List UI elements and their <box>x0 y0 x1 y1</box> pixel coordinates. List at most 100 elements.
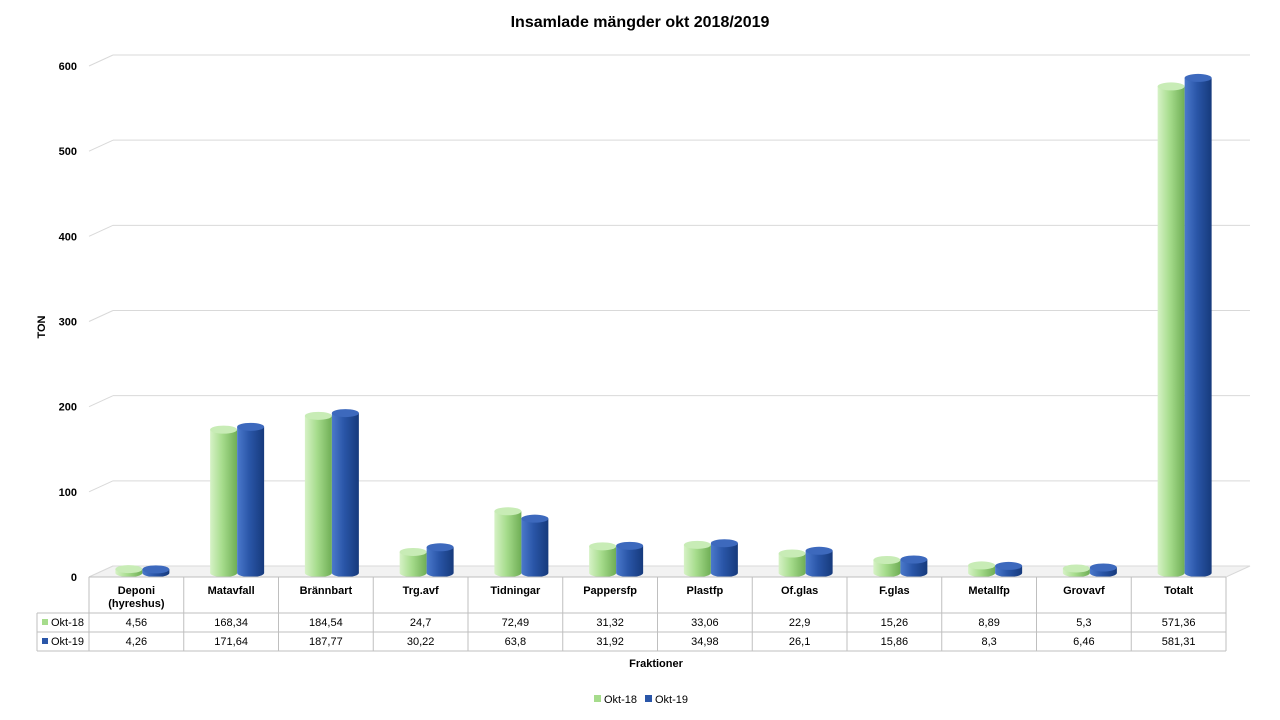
bar-top <box>399 547 427 556</box>
bar-top <box>1157 82 1185 91</box>
data-label: 24,7 <box>410 617 431 629</box>
category-label: Plastfp <box>687 585 724 597</box>
bar-top <box>115 565 143 574</box>
bar <box>237 426 265 577</box>
data-label: 31,92 <box>596 636 624 648</box>
bar <box>616 545 644 577</box>
category-label: Matavfall <box>208 585 255 597</box>
bar <box>1157 86 1185 578</box>
data-table: Deponi(hyreshus) Matavfall Brännbart Trg.av… <box>36 576 1227 652</box>
data-label: 168,34 <box>214 617 248 629</box>
category-label: Pappersfp <box>583 585 637 597</box>
bar-group <box>589 542 617 577</box>
bar-group <box>805 546 833 577</box>
data-label: 184,54 <box>309 617 343 629</box>
data-label: 571,36 <box>1162 617 1196 629</box>
legend-swatch <box>645 695 652 702</box>
bar-top <box>426 543 454 552</box>
bar-group <box>237 422 265 577</box>
category-label: F.glas <box>879 585 910 597</box>
category-label: Totalt <box>1164 585 1193 597</box>
bar-group <box>1089 563 1117 577</box>
data-label: 6,46 <box>1073 636 1094 648</box>
y-axis-label: TON <box>36 315 48 338</box>
gridline-diagonal <box>88 54 114 67</box>
bar <box>900 559 928 577</box>
y-tick-label: 300 <box>59 317 77 329</box>
category-label: Of.glas <box>781 585 818 597</box>
bar-group <box>1157 82 1185 578</box>
bar-top <box>683 540 711 549</box>
data-label: 187,77 <box>309 636 343 648</box>
y-tick-label: 500 <box>59 146 77 158</box>
bar-group <box>304 411 332 577</box>
bar-group <box>521 514 549 577</box>
bar <box>399 551 427 577</box>
category-label: Metallfp <box>968 585 1010 597</box>
y-tick-label: 100 <box>59 487 77 499</box>
bar-top <box>142 565 170 574</box>
bar <box>210 429 238 577</box>
gridline-diagonal <box>88 395 114 408</box>
bar-top <box>616 541 644 550</box>
data-label: 581,31 <box>1162 636 1196 648</box>
bar-top <box>304 411 332 420</box>
bar-top <box>1089 563 1117 572</box>
bar-group <box>616 541 644 577</box>
data-label: 34,98 <box>691 636 719 648</box>
data-label: 15,86 <box>881 636 909 648</box>
data-label: 15,26 <box>881 617 909 629</box>
data-label: 26,1 <box>789 636 810 648</box>
bar-top <box>805 546 833 555</box>
series-name: Okt-18 <box>51 617 84 629</box>
bar-top <box>995 561 1023 570</box>
bar <box>304 415 332 577</box>
category-label: (hyreshus) <box>108 598 165 610</box>
bar-top <box>873 556 901 565</box>
bar-group <box>494 507 522 577</box>
bar-top <box>331 409 359 418</box>
category-label: Brännbart <box>300 585 353 597</box>
bar <box>710 543 738 577</box>
bar <box>805 550 833 577</box>
data-label: 171,64 <box>214 636 248 648</box>
bar-top <box>900 555 928 564</box>
series-swatch <box>42 638 48 644</box>
bar-top <box>494 507 522 516</box>
series-name: Okt-19 <box>51 636 84 648</box>
bar-group <box>900 555 928 577</box>
gridline-diagonal <box>88 139 114 152</box>
legend-label: Okt-18 <box>604 694 637 706</box>
bar-group <box>399 547 427 577</box>
data-label: 4,56 <box>126 617 147 629</box>
y-axis-ticks: 0 100 200 300 400 500 600 <box>59 61 77 584</box>
bar-top <box>210 425 238 434</box>
bar <box>589 546 617 577</box>
category-label: Grovavf <box>1063 585 1105 597</box>
bar <box>521 518 549 577</box>
bar-top <box>521 514 549 523</box>
data-label: 22,9 <box>789 617 810 629</box>
legend: Okt-18 Okt-19 <box>594 694 688 706</box>
legend-swatch <box>594 695 601 702</box>
y-tick-label: 400 <box>59 231 77 243</box>
data-label: 8,3 <box>981 636 996 648</box>
bar <box>494 511 522 577</box>
x-axis-label: Fraktioner <box>629 658 684 670</box>
data-label: 30,22 <box>407 636 435 648</box>
chart-title: Insamlade mängder okt 2018/2019 <box>511 14 770 31</box>
bar-group <box>873 556 901 577</box>
bar-group <box>683 540 711 577</box>
data-label: 5,3 <box>1076 617 1091 629</box>
bar-group <box>210 425 238 577</box>
bar-group <box>778 549 806 577</box>
data-label: 31,32 <box>596 617 624 629</box>
bar <box>683 544 711 577</box>
bar <box>778 553 806 577</box>
gridline-diagonal <box>88 310 114 322</box>
data-label: 8,89 <box>978 617 999 629</box>
gridline-diagonal <box>88 480 114 493</box>
bar-top <box>710 539 738 548</box>
data-label: 72,49 <box>502 617 530 629</box>
